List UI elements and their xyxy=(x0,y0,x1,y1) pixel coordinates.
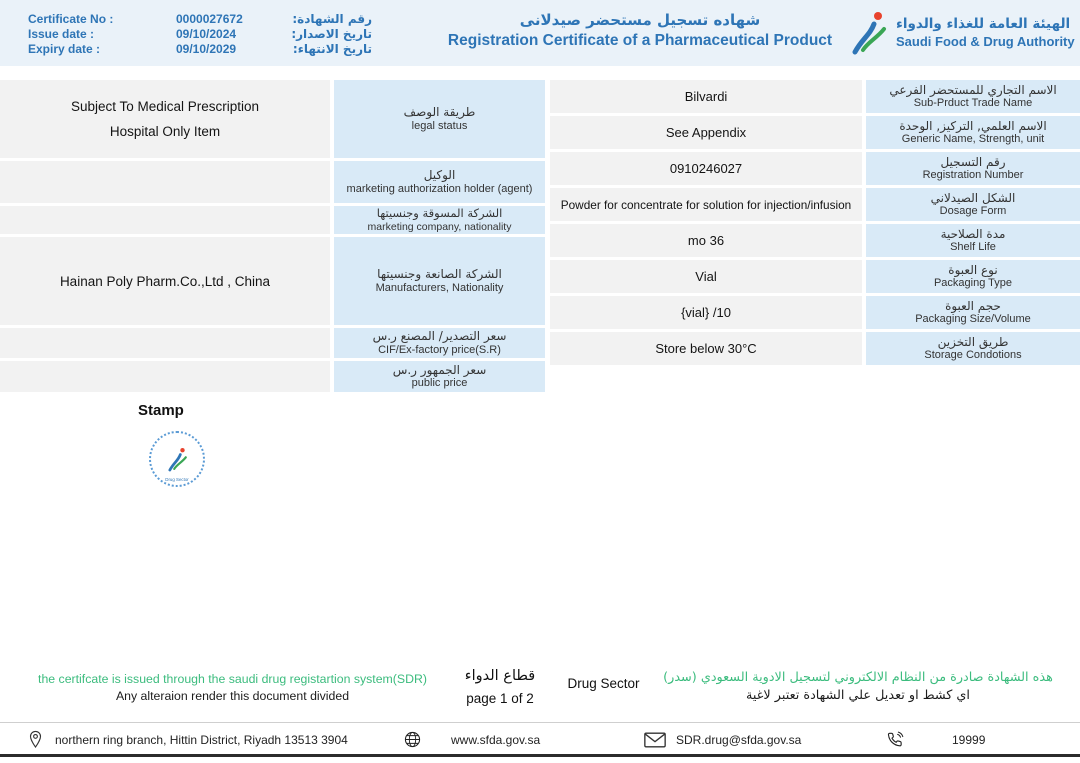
table-row: 0910246027 رقم التسجيل Registration Numb… xyxy=(0,152,1080,185)
sfda-logo: الهيئة العامة للغذاء والدواء Saudi Food … xyxy=(848,9,1075,55)
certificate-no-value: 0000027672 xyxy=(176,12,243,26)
certificate-meta-values: 0000027672 09/10/2024 09/10/2029 xyxy=(176,12,243,57)
header: Certificate No : Issue date : Expiry dat… xyxy=(0,0,1080,66)
globe-icon xyxy=(404,731,421,748)
website-item: www.sfda.gov.sa xyxy=(404,723,540,756)
table-row: Bilvardi الاسم التجاري للمستحضر الفرعي S… xyxy=(0,80,1080,113)
issue-date-value: 09/10/2024 xyxy=(176,27,237,41)
expiry-date-label-ar: تاريخ الانتهاء: xyxy=(292,42,372,56)
page-number: page 1 of 2 xyxy=(466,691,534,706)
address-item: northern ring branch, Hittin District, R… xyxy=(28,723,348,756)
public-price-value xyxy=(0,361,330,392)
table-row: الشركة المسوقة وجنسيتها marketing compan… xyxy=(0,206,1080,234)
sfda-name-arabic: الهيئة العامة للغذاء والدواء xyxy=(896,15,1071,32)
cif-price-label: سعر التصدير/ المصنع ر.س CIF/Ex-factory p… xyxy=(334,328,545,358)
sfda-name-english: Saudi Food & Drug Authority xyxy=(896,33,1075,49)
table-row: {vial} /10 حجم العبوة Packaging Size/Vol… xyxy=(0,296,1080,329)
marketing-company-value xyxy=(0,206,330,234)
marketing-company-label: الشركة المسوقة وجنسيتها marketing compan… xyxy=(334,206,545,234)
page-title: شهاده تسجيل مستحضر صيدلانى Registration … xyxy=(380,10,900,52)
location-pin-icon xyxy=(28,730,43,749)
legal-status-label: طريقة الوصف legal status xyxy=(334,80,545,158)
packaging-type-value: Vial xyxy=(550,260,862,293)
legal-status-line1: Subject To Medical Prescription xyxy=(70,99,260,114)
registration-number-label: رقم التسجيل Registration Number xyxy=(866,152,1080,185)
agent-label: الوكيل marketing authorization holder (a… xyxy=(334,161,545,203)
table-row: Store below 30°C طريق التخزين Storage Co… xyxy=(0,332,1080,365)
table-row: mo 36 مدة الصلاحية Shelf Life xyxy=(0,224,1080,257)
footer-divider xyxy=(0,754,1080,757)
legal-status-value: Subject To Medical Prescription Hospital… xyxy=(0,80,330,158)
issue-date-label-ar: تاريخ الاصدار: xyxy=(291,27,372,41)
table-row: Vial نوع العبوة Packaging Type xyxy=(0,260,1080,293)
stamp-seal: Drug Sector xyxy=(149,431,205,487)
table-row: Powder for concentrate for solution for … xyxy=(0,188,1080,221)
envelope-icon xyxy=(644,732,666,748)
registration-number-value: 0910246027 xyxy=(550,152,862,185)
table-row: سعر الجمهور ر.س public price xyxy=(0,361,1080,392)
certificate-no-label: Certificate No : xyxy=(28,12,114,26)
shelf-life-value: mo 36 xyxy=(550,224,862,257)
table-row: Subject To Medical Prescription Hospital… xyxy=(0,80,1080,158)
sector-and-page: قطاع الدواء page 1 of 2 xyxy=(448,668,552,706)
sfda-logo-icon xyxy=(848,9,888,55)
page-title-english: Registration Certificate of a Pharmaceut… xyxy=(447,32,833,49)
alteration-warning-text-ar: اي كشط او تعديل علي الشهادة تعتبر لاغية xyxy=(746,688,970,703)
table-row: سعر التصدير/ المصنع ر.س CIF/Ex-factory p… xyxy=(0,328,1080,358)
stamp-ring-text: Drug Sector xyxy=(165,477,189,482)
packaging-size-label: حجم العبوة Packaging Size/Volume xyxy=(866,296,1080,329)
storage-conditions-label: طريق التخزين Storage Condotions xyxy=(866,332,1080,365)
generic-name-label: الاسم العلمي, التركيز, الوحدة Generic Na… xyxy=(866,116,1080,149)
issued-through-sdr-text: the certifcate is issued through the sau… xyxy=(38,672,427,686)
contact-footer: northern ring branch, Hittin District, R… xyxy=(0,722,1080,756)
issuance-note-arabic: هذه الشهادة صادرة من النظام الالكتروني ل… xyxy=(652,670,1064,703)
phone-text: 19999 xyxy=(952,732,986,747)
address-text: northern ring branch, Hittin District, R… xyxy=(55,732,348,747)
manufacturer-value: Hainan Poly Pharm.Co.,Ltd , China xyxy=(0,237,330,325)
phone-item: 19999 xyxy=(886,723,985,756)
expiry-date-label: Expiry date : xyxy=(28,42,101,56)
email-text: SDR.drug@sfda.gov.sa xyxy=(676,732,802,747)
issue-date-label: Issue date : xyxy=(28,27,95,41)
issued-through-sdr-text-ar: هذه الشهادة صادرة من النظام الالكتروني ل… xyxy=(663,670,1053,685)
drug-sector-arabic: قطاع الدواء xyxy=(464,668,536,684)
table-row: الوكيل marketing authorization holder (a… xyxy=(0,161,1080,203)
phone-icon xyxy=(886,731,904,749)
legal-status-line2: Hospital Only Item xyxy=(109,124,221,139)
cif-price-value xyxy=(0,328,330,358)
stamp-label: Stamp xyxy=(138,402,184,419)
trade-name-value: Bilvardi xyxy=(550,80,862,113)
table-row: Hainan Poly Pharm.Co.,Ltd , China الشركة… xyxy=(0,237,1080,325)
certificate-no-label-ar: رقم الشهادة: xyxy=(292,12,372,26)
dosage-form-label: الشكل الصيدلاني Dosage Form xyxy=(866,188,1080,221)
table-row: See Appendix الاسم العلمي, التركيز, الوح… xyxy=(0,116,1080,149)
trade-name-label: الاسم التجاري للمستحضر الفرعي Sub-Prduct… xyxy=(866,80,1080,113)
certificate-meta-labels-arabic: رقم الشهادة: تاريخ الاصدار: تاريخ الانته… xyxy=(288,12,372,57)
website-text: www.sfda.gov.sa xyxy=(451,732,541,747)
agent-value xyxy=(0,161,330,203)
alteration-warning-text: Any alteraion render this document divid… xyxy=(115,689,350,703)
storage-conditions-value: Store below 30°C xyxy=(550,332,862,365)
dosage-form-value: Powder for concentrate for solution for … xyxy=(550,188,862,221)
generic-name-value: See Appendix xyxy=(550,116,862,149)
public-price-label: سعر الجمهور ر.س public price xyxy=(334,361,545,392)
expiry-date-value: 09/10/2029 xyxy=(176,42,237,56)
certificate-meta-labels: Certificate No : Issue date : Expiry dat… xyxy=(28,12,113,57)
page-title-arabic: شهاده تسجيل مستحضر صيدلانى xyxy=(519,11,761,29)
shelf-life-label: مدة الصلاحية Shelf Life xyxy=(866,224,1080,257)
issuance-note-english: the certifcate is issued through the sau… xyxy=(20,672,445,703)
manufacturer-label: الشركة الصانعة وجنسيتها Manufacturers, N… xyxy=(334,237,545,325)
packaging-type-label: نوع العبوة Packaging Type xyxy=(866,260,1080,293)
packaging-size-value: {vial} /10 xyxy=(550,296,862,329)
sfda-stamp-icon xyxy=(166,446,188,472)
drug-sector-english: Drug Sector xyxy=(567,676,640,691)
email-item: SDR.drug@sfda.gov.sa xyxy=(644,723,801,756)
